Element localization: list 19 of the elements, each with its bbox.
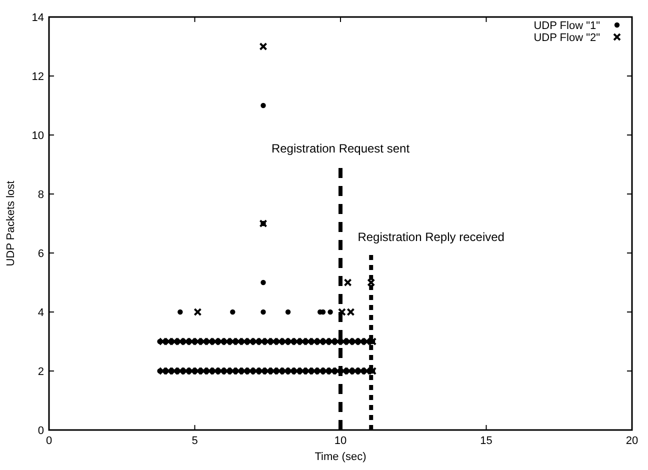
y-tick-label: 2: [38, 366, 44, 378]
y-tick-label: 6: [38, 248, 44, 260]
x-tick-label: 0: [46, 435, 52, 447]
y-axis-title: UDP Packets lost: [5, 180, 17, 266]
y-tick-label: 4: [38, 307, 44, 319]
y-tick-label: 10: [32, 130, 44, 142]
x-tick-label: 10: [334, 435, 347, 447]
legend-label: UDP Flow "2": [534, 32, 600, 44]
y-tick-label: 0: [38, 425, 44, 437]
y-tick-label: 14: [32, 12, 44, 24]
annotation: Registration Reply received: [358, 230, 504, 244]
x-tick-label: 20: [626, 435, 638, 447]
legend-label: UDP Flow "1": [534, 20, 600, 32]
y-tick-label: 12: [32, 71, 44, 83]
x-tick-label: 15: [480, 435, 492, 447]
y-tick-label: 8: [38, 189, 44, 201]
x-tick-label: 5: [192, 435, 198, 447]
x-axis-title: Time (sec): [314, 451, 366, 463]
annotation: Registration Request sent: [271, 142, 410, 156]
